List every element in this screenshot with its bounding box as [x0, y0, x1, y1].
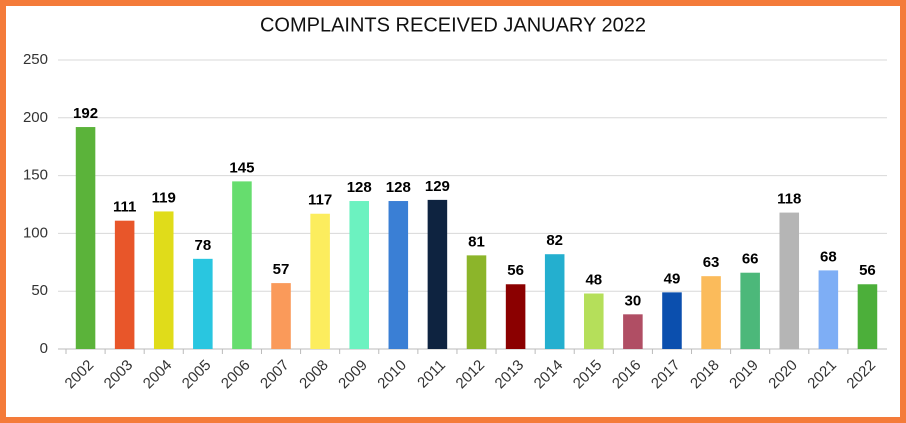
bar: [232, 181, 252, 349]
value-label: 119: [152, 189, 176, 206]
value-label: 129: [425, 178, 450, 195]
value-label: 128: [347, 179, 372, 196]
value-label: 30: [625, 292, 642, 309]
bar: [584, 293, 604, 349]
bar: [701, 276, 721, 349]
y-tick-label: 0: [40, 340, 48, 357]
y-tick-label: 100: [23, 224, 48, 241]
value-label: 49: [664, 270, 681, 287]
value-label: 117: [308, 192, 332, 209]
value-label: 48: [585, 271, 602, 288]
y-tick-label: 150: [23, 167, 48, 184]
bar: [75, 127, 96, 349]
bar: [505, 284, 526, 349]
bar: [271, 283, 291, 349]
y-tick-label: 50: [31, 282, 48, 299]
value-label: 56: [859, 262, 876, 279]
value-label: 128: [386, 179, 411, 196]
value-label: 57: [273, 261, 290, 278]
value-label: 192: [73, 105, 98, 122]
value-label: 66: [742, 251, 759, 268]
value-label: 111: [113, 199, 136, 216]
bar: [623, 314, 643, 349]
bar: [779, 212, 800, 349]
bar: [857, 284, 878, 349]
value-label: 56: [507, 262, 524, 279]
bar: [153, 211, 174, 349]
bar: [114, 220, 135, 349]
y-tick-label: 200: [23, 109, 48, 126]
bar: [349, 201, 369, 349]
bar: [740, 272, 760, 349]
bar: [466, 255, 487, 349]
bar: [310, 213, 330, 349]
value-label: 81: [468, 233, 485, 250]
bar: [544, 254, 565, 349]
value-label: 68: [820, 248, 837, 265]
bar: [818, 270, 839, 349]
bar: [662, 292, 682, 349]
chart-title: COMPLAINTS RECEIVED JANUARY 2022: [260, 14, 646, 36]
bar: [388, 201, 409, 349]
value-label: 82: [546, 232, 563, 249]
y-tick-label: 250: [23, 51, 48, 68]
value-label: 118: [777, 191, 801, 208]
bar: [427, 199, 448, 349]
value-label: 78: [194, 237, 211, 254]
value-label: 145: [229, 159, 254, 176]
value-label: 63: [703, 254, 720, 271]
bar: [193, 258, 213, 349]
